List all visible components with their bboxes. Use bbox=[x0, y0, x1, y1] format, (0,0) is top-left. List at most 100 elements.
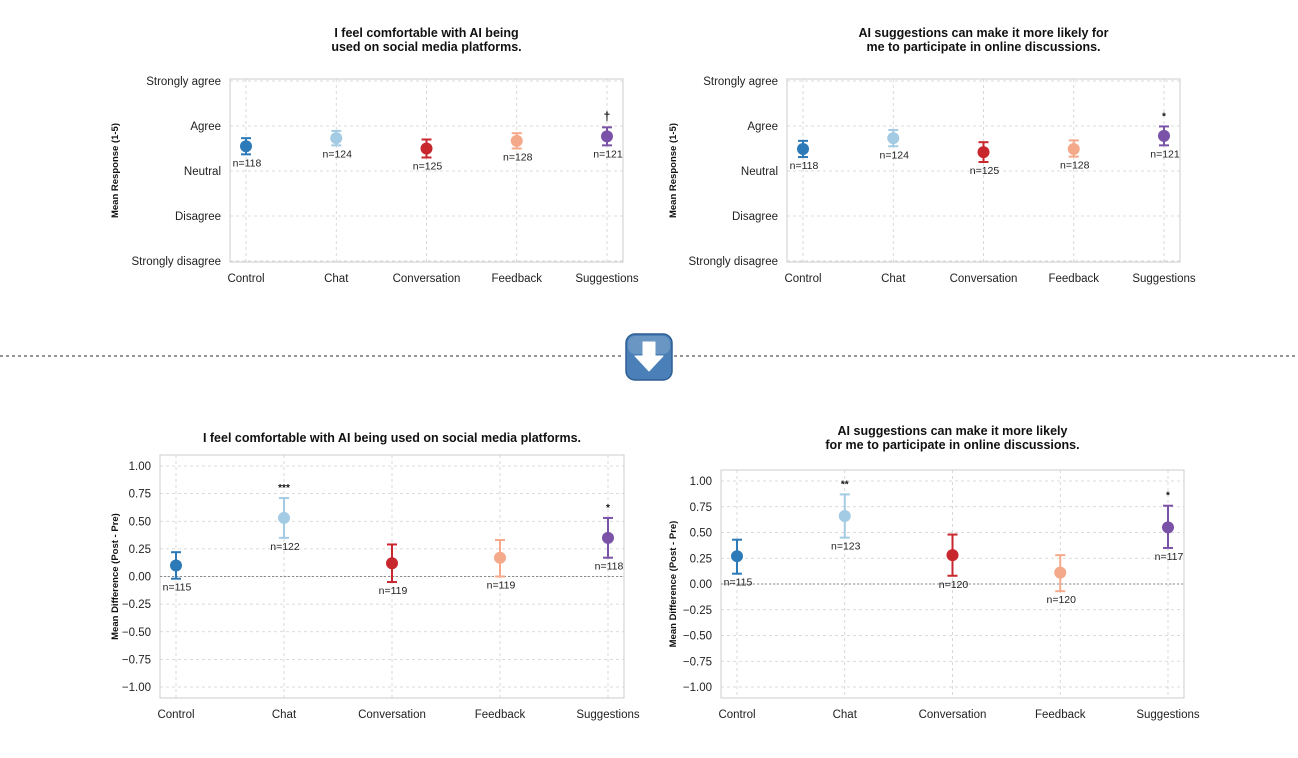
significance-marker: * bbox=[1166, 491, 1170, 502]
n-label: n=121 bbox=[593, 148, 623, 160]
x-tick-label: Suggestions bbox=[1132, 273, 1196, 285]
y-tick-label: Neutral bbox=[741, 166, 778, 178]
y-tick-label: 0.25 bbox=[129, 544, 151, 556]
y-axis-label: Mean Response (1-5) bbox=[668, 123, 679, 218]
x-tick-label: Suggestions bbox=[1136, 709, 1200, 721]
n-label: n=115 bbox=[724, 577, 753, 589]
y-tick-label: 0.75 bbox=[690, 502, 712, 514]
chart-title: AI suggestions can make it more likely fo… bbox=[825, 424, 1079, 452]
data-point bbox=[797, 142, 809, 155]
y-tick-label: Strongly disagree bbox=[689, 256, 779, 268]
data-point bbox=[601, 130, 613, 143]
x-tick-label: Control bbox=[227, 273, 264, 285]
n-label: n=125 bbox=[413, 161, 443, 173]
n-label: n=128 bbox=[1060, 160, 1090, 172]
n-label: n=122 bbox=[270, 541, 300, 553]
data-point bbox=[1054, 566, 1067, 579]
y-axis-label: Mean Response (1-5) bbox=[110, 123, 121, 218]
y-tick-label: 0.00 bbox=[690, 579, 712, 591]
n-label: n=119 bbox=[379, 585, 408, 597]
chart-panel-bottom-right: −1.00 −0.75 −0.50 −0.25 0.00 0.25 0.50 0.75 1.00… bbox=[668, 424, 1200, 721]
x-tick-label: Feedback bbox=[1035, 709, 1086, 721]
significance-marker: *** bbox=[278, 483, 290, 494]
n-label: n=123 bbox=[831, 541, 861, 553]
y-axis-label: Mean Difference (Post - Pre) bbox=[110, 513, 121, 640]
x-tick-label: Chat bbox=[881, 273, 906, 285]
x-tick-label: Suggestions bbox=[575, 273, 639, 285]
y-tick-label: Agree bbox=[747, 121, 778, 133]
significance-marker: * bbox=[1162, 111, 1166, 122]
y-tick-label: 0.50 bbox=[690, 528, 712, 540]
n-label: n=124 bbox=[880, 149, 910, 161]
x-tick-label: Feedback bbox=[475, 709, 526, 721]
x-tick-label: Conversation bbox=[950, 273, 1018, 285]
down-arrow-icon bbox=[625, 333, 673, 381]
x-tick-label: Suggestions bbox=[576, 709, 640, 721]
y-tick-label: −0.25 bbox=[122, 599, 151, 611]
data-point bbox=[1067, 142, 1080, 155]
n-label: n=118 bbox=[595, 561, 624, 573]
chart-title: I feel comfortable with AI being used on … bbox=[331, 26, 521, 54]
x-tick-label: Chat bbox=[272, 709, 297, 721]
chart-panel-top-left: Strongly disagree Disagree Neutral Agree Str… bbox=[110, 26, 639, 285]
y-tick-label: −0.25 bbox=[683, 605, 712, 617]
y-tick-label: Strongly disagree bbox=[132, 256, 222, 268]
n-label: n=120 bbox=[939, 579, 969, 591]
y-tick-label: −0.50 bbox=[683, 631, 712, 643]
chart-title-line: AI suggestions can make it more likely bbox=[838, 424, 1068, 438]
y-tick-label: 1.00 bbox=[129, 461, 151, 473]
chart-title-line: for me to participate in online discussi… bbox=[825, 438, 1079, 452]
data-point bbox=[170, 559, 182, 572]
x-tick-label: Conversation bbox=[393, 273, 461, 285]
n-label: n=120 bbox=[1047, 594, 1077, 606]
data-point bbox=[386, 557, 398, 570]
n-label: n=118 bbox=[790, 160, 819, 172]
y-tick-label: 0.00 bbox=[129, 572, 151, 584]
y-tick-label: −0.50 bbox=[122, 627, 151, 639]
x-tick-label: Conversation bbox=[919, 709, 987, 721]
y-tick-label: Neutral bbox=[184, 166, 221, 178]
chart-title: I feel comfortable with AI being used on… bbox=[203, 431, 581, 445]
data-point bbox=[494, 551, 506, 564]
y-tick-label: Disagree bbox=[175, 211, 221, 223]
arrow-glyph bbox=[634, 341, 664, 372]
y-tick-label: 0.50 bbox=[129, 516, 151, 528]
data-point bbox=[838, 510, 851, 523]
chart-title-line: I feel comfortable with AI being used on… bbox=[203, 431, 581, 445]
y-tick-label: Strongly agree bbox=[703, 76, 778, 88]
x-tick-label: Control bbox=[718, 709, 755, 721]
data-point bbox=[977, 146, 990, 159]
n-label: n=117 bbox=[1155, 551, 1184, 563]
y-tick-label: −0.75 bbox=[122, 654, 151, 666]
chart-title: AI suggestions can make it more likely f… bbox=[858, 26, 1108, 54]
y-tick-label: 1.00 bbox=[690, 476, 712, 488]
data-point bbox=[240, 140, 252, 153]
y-tick-label: Strongly agree bbox=[146, 76, 221, 88]
x-tick-label: Chat bbox=[324, 273, 349, 285]
divider bbox=[0, 333, 1298, 381]
chart-panel-bottom-left: −1.00 −0.75 −0.50 −0.25 0.00 0.25 0.50 0.75 1.00… bbox=[110, 431, 640, 721]
data-point bbox=[1162, 521, 1174, 534]
n-label: n=124 bbox=[323, 148, 353, 160]
significance-marker: * bbox=[606, 503, 610, 514]
data-point bbox=[731, 550, 743, 563]
x-tick-label: Control bbox=[784, 273, 821, 285]
data-point bbox=[887, 132, 900, 145]
chart-title-line: I feel comfortable with AI being bbox=[334, 26, 518, 40]
y-tick-label: −0.75 bbox=[683, 656, 712, 668]
x-tick-label: Feedback bbox=[491, 273, 542, 285]
x-tick-label: Feedback bbox=[1048, 273, 1099, 285]
y-tick-label: −1.00 bbox=[122, 682, 151, 694]
chart-title-line: used on social media platforms. bbox=[331, 40, 521, 54]
significance-marker: ** bbox=[841, 479, 849, 490]
data-point bbox=[946, 549, 959, 562]
significance-marker: † bbox=[604, 109, 611, 123]
y-tick-label: Agree bbox=[190, 121, 221, 133]
data-point bbox=[330, 132, 343, 145]
y-tick-label: 0.25 bbox=[690, 553, 712, 565]
data-point bbox=[602, 531, 614, 544]
y-tick-label: 0.75 bbox=[129, 489, 151, 501]
n-label: n=119 bbox=[487, 580, 516, 592]
data-point bbox=[510, 134, 523, 147]
